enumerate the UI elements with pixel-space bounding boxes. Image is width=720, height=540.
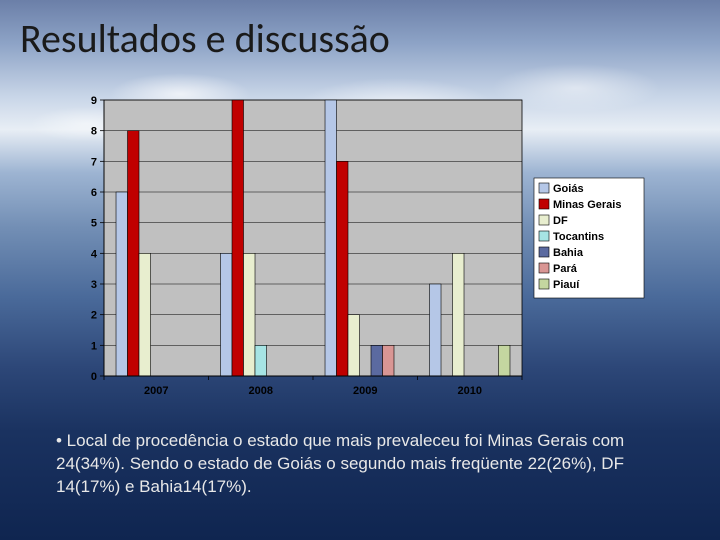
svg-text:Tocantins: Tocantins — [553, 231, 604, 243]
chart-svg: 0 1 2 3 4 5 6 7 8 9 2007 2008 2009 2010 Goiás Minas Ger… — [74, 96, 646, 402]
svg-text:2: 2 — [91, 310, 97, 322]
svg-text:2008: 2008 — [249, 385, 273, 397]
svg-text:4: 4 — [91, 248, 98, 260]
svg-text:9: 9 — [91, 96, 97, 107]
svg-text:Goiás: Goiás — [553, 183, 584, 195]
slide-root: Resultados e discussão 0 1 2 3 4 5 6 7 8 9 2007 200… — [0, 0, 720, 540]
svg-text:2010: 2010 — [458, 385, 482, 397]
svg-text:Minas Gerais: Minas Gerais — [553, 199, 621, 211]
svg-text:1: 1 — [91, 340, 97, 352]
slide-title: Resultados e discussão — [20, 14, 390, 63]
svg-text:Bahia: Bahia — [553, 247, 584, 259]
svg-text:7: 7 — [91, 156, 97, 168]
svg-text:3: 3 — [91, 279, 97, 291]
bullet-text: • Local de procedência o estado que mais… — [56, 430, 666, 499]
svg-text:DF: DF — [553, 215, 568, 227]
svg-text:5: 5 — [91, 218, 97, 230]
svg-text:Piauí: Piauí — [553, 279, 580, 291]
svg-text:0: 0 — [91, 371, 97, 383]
svg-text:2007: 2007 — [144, 385, 168, 397]
svg-text:8: 8 — [91, 126, 97, 138]
grouped-bar-chart: 0 1 2 3 4 5 6 7 8 9 2007 2008 2009 2010 Goiás Minas Ger… — [74, 96, 646, 402]
svg-text:Pará: Pará — [553, 263, 578, 275]
svg-text:6: 6 — [91, 187, 97, 199]
svg-text:2009: 2009 — [353, 385, 377, 397]
